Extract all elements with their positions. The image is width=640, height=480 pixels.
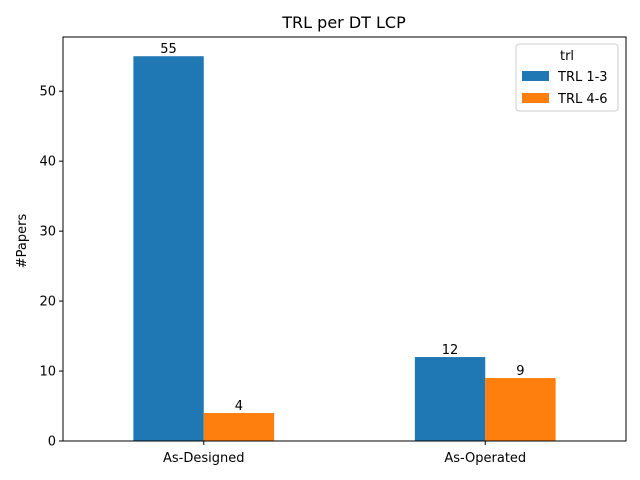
bar [414, 357, 486, 441]
x-axis: As-Designed As-Operated [163, 441, 526, 466]
y-tick-label: 0 [48, 435, 56, 450]
legend-label: TRL 1-3 [557, 70, 608, 85]
y-axis-label: #Papers [15, 214, 30, 269]
bar [485, 378, 556, 441]
y-tick-label: 50 [39, 85, 56, 100]
bar-value-label: 12 [442, 343, 459, 358]
x-tick-label: As-Operated [444, 451, 526, 466]
chart-title: TRL per DT LCP [281, 13, 406, 32]
legend-swatch [522, 93, 549, 103]
plot-frame [62, 36, 627, 442]
legend: trl TRL 1-3 TRL 4-6 [515, 43, 619, 112]
y-tick-label: 10 [39, 365, 56, 380]
bar-value-label: 55 [160, 42, 177, 57]
legend-swatch [522, 71, 549, 81]
y-tick-label: 20 [39, 295, 56, 310]
bar [133, 56, 204, 441]
legend-label: TRL 4-6 [557, 92, 608, 107]
bar-value-label: 9 [516, 364, 524, 379]
y-tick-label: 40 [39, 155, 56, 170]
bar [203, 413, 275, 441]
legend-title: trl [560, 49, 574, 64]
y-axis: 0 10 20 30 40 50 [39, 85, 63, 450]
bar-value-label: 4 [235, 399, 243, 414]
plot-area: 55 4 12 9 [133, 42, 556, 441]
y-tick-label: 30 [39, 225, 56, 240]
x-tick-label: As-Designed [163, 451, 245, 466]
